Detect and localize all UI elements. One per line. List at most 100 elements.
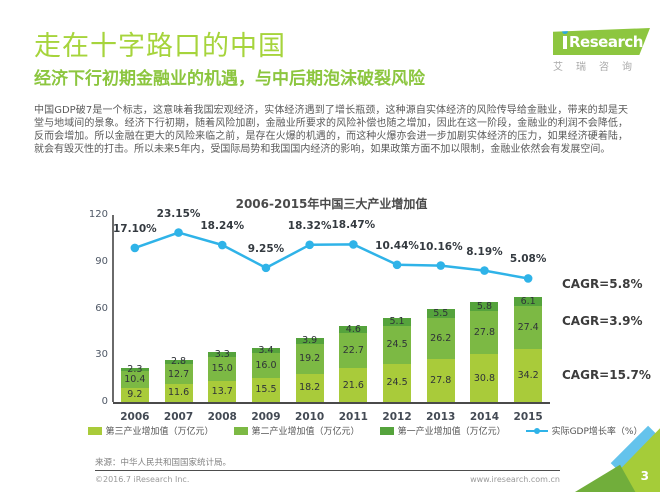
legend-swatch-icon (379, 426, 394, 435)
bar-value-label: 13.7 (211, 385, 233, 397)
legend-label: 第一产业增加值（万亿元） (397, 427, 506, 437)
bar-segment: 15.0 (208, 357, 237, 381)
y-axis-tick: 90 (95, 255, 108, 267)
gdp-data-point (174, 228, 183, 237)
y-axis-tick: 0 (101, 396, 108, 407)
y-axis-tick: 30 (95, 349, 108, 361)
bar-segment: 18.2 (295, 373, 324, 402)
gdp-value-label: 5.08% (509, 253, 547, 266)
bar-value-label: 27.4 (517, 321, 539, 333)
gdp-data-point (261, 263, 271, 273)
stacked-bar: 15.5 16.0 3.4 (251, 345, 280, 402)
bar-value-label: 10.4 (124, 374, 146, 386)
bar-value-label: 24.5 (386, 339, 408, 351)
page-number: 3 (640, 469, 649, 483)
gdp-data-point (523, 274, 533, 283)
gdp-data-point (305, 240, 314, 250)
stacked-bar: 24.5 24.5 5.1 (383, 316, 412, 402)
bar-segment: 26.2 (426, 317, 455, 359)
bar-value-label: 11.6 (167, 387, 190, 399)
gdp-data-point (392, 260, 402, 270)
stacked-bar: 9.2 10.4 2.3 (120, 364, 149, 402)
logo-brand-text: Research (569, 32, 643, 51)
legend-label: 第二产业增加值（万亿元） (251, 427, 360, 437)
bar-segment: 4.6 (339, 323, 368, 335)
x-axis-line (113, 402, 550, 404)
legend-item: 第三产业增加值（万亿元） (87, 424, 214, 437)
stacked-bar: 34.2 27.4 6.1 (514, 296, 543, 402)
bar-segment: 9.2 (120, 387, 149, 402)
bar-segment: 30.8 (470, 354, 499, 402)
bar-value-label: 5.8 (476, 300, 492, 312)
bar-segment: 24.5 (383, 325, 412, 364)
bar-value-label: 24.5 (386, 377, 408, 389)
body-paragraph: 中国GDP破7是一个标志，这意味着我国宏观经济，实体经济遇到了增长瓶颈，这种源自… (34, 105, 628, 155)
page-title: 走在十字路口的中国 (34, 31, 286, 62)
cagr-annotation-gdp: CAGR=5.8% (562, 277, 643, 291)
bar-segment: 5.8 (470, 300, 499, 312)
gdp-value-label: 18.32% (287, 219, 332, 232)
stacked-bar: 11.6 12.7 2.8 (164, 356, 193, 402)
bar-segment: 27.8 (470, 310, 499, 355)
page-subtitle: 经济下行初期金融业的机遇，与中后期泡沫破裂风险 (34, 69, 425, 89)
legend-line-dot (533, 427, 540, 434)
logo-i-glyph (562, 28, 568, 49)
logo-flag: Research (553, 28, 650, 55)
logo-caption: 艾瑞咨询 (553, 62, 645, 73)
bar-segment: 21.6 (339, 368, 368, 402)
bar-value-label: 30.8 (473, 372, 496, 384)
bar-value-label: 27.8 (430, 374, 452, 386)
bar-value-label: 15.5 (255, 384, 277, 396)
chart-title: 2006-2015年中国三大产业增加值 (235, 197, 428, 211)
footer-divider (95, 470, 560, 471)
bar-segment: 27.4 (514, 306, 543, 349)
gdp-value-label: 23.15% (156, 207, 201, 220)
corner-decoration: 3 (575, 407, 660, 492)
x-axis-label: 2013 (426, 411, 456, 423)
bar-segment: 3.4 (251, 345, 280, 356)
stacked-bar: 21.6 22.7 4.6 (339, 323, 368, 402)
legend-line-icon (525, 427, 548, 435)
bar-segment: 34.2 (514, 348, 543, 402)
x-axis-label: 2007 (163, 411, 194, 423)
y-axis-line (112, 215, 114, 402)
gdp-value-label: 9.25% (247, 242, 285, 255)
source-note: 来源：中华人民共和国国家统计局。 (95, 458, 232, 468)
gdp-value-label: 17.10% (112, 222, 157, 235)
legend-item: 第一产业增加值（万亿元） (379, 424, 506, 437)
bar-value-label: 16.0 (255, 359, 277, 371)
logo-i-dot-icon (562, 28, 568, 34)
bar-value-label: 18.2 (299, 382, 321, 394)
bar-value-label: 21.6 (342, 379, 364, 391)
legend-item: 第二产业增加值（万亿元） (233, 424, 360, 437)
legend-item: 实际GDP增长率（%） (525, 424, 643, 437)
bar-value-label: 22.7 (342, 345, 364, 357)
x-axis-label: 2012 (382, 411, 412, 423)
bar-segment: 16.0 (251, 352, 280, 378)
bar-segment: 2.3 (120, 364, 149, 375)
gdp-value-label: 10.16% (418, 240, 463, 253)
bar-segment: 15.5 (251, 377, 280, 402)
bar-value-label: 5.1 (389, 316, 405, 328)
y-axis-tick: 120 (88, 209, 108, 220)
x-axis-label: 2008 (207, 411, 237, 423)
chart: 2006-2015年中国三大产业增加值 CAGR=5.8% CAGR=3.9% … (85, 193, 651, 447)
bar-segment: 24.5 (383, 363, 412, 402)
bar-value-label: 27.8 (473, 326, 496, 338)
website-link[interactable]: www.iresearch.com.cn (470, 475, 560, 484)
bar-segment: 11.6 (164, 383, 193, 402)
bar-segment: 5.5 (426, 308, 455, 320)
bar-segment: 3.9 (295, 335, 324, 346)
gdp-data-point (217, 240, 227, 250)
bar-segment: 12.7 (164, 364, 193, 384)
bar-value-label: 4.6 (345, 323, 361, 335)
legend-label: 实际GDP增长率（%） (551, 427, 643, 437)
stacked-bar: 27.8 26.2 5.5 (426, 308, 455, 402)
cagr-annotation-secondary: CAGR=3.9% (562, 314, 643, 328)
gdp-value-label: 8.19% (466, 245, 503, 258)
bar-value-label: 5.5 (433, 308, 449, 320)
bar-segment: 27.8 (426, 358, 455, 402)
bar-segment: 10.4 (120, 371, 149, 388)
x-axis-label: 2014 (469, 411, 500, 423)
